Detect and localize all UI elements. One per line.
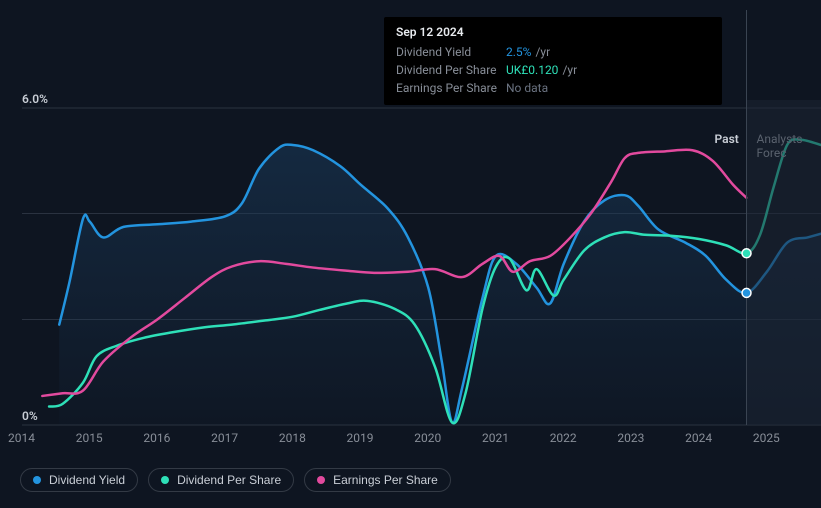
tooltip-row-label: Dividend Per Share <box>396 63 506 77</box>
tooltip-row-label: Earnings Per Share <box>396 81 506 95</box>
past-label: Past <box>715 132 739 146</box>
tooltip-row-value: 2.5% <box>506 45 531 59</box>
x-axis-label: 2019 <box>347 431 374 445</box>
legend-item-label: Dividend Per Share <box>177 473 281 487</box>
tooltip-row: Dividend Yield2.5% /yr <box>396 43 710 61</box>
legend-item-label: Dividend Yield <box>49 473 125 487</box>
forecast-label: Analysts Forec <box>757 132 821 160</box>
tooltip-date: Sep 12 2024 <box>396 25 710 39</box>
x-axis-label: 2023 <box>617 431 644 445</box>
legend-item-label: Earnings Per Share <box>333 473 438 487</box>
tooltip-row: Earnings Per ShareNo data <box>396 79 710 97</box>
x-axis-label: 2018 <box>279 431 306 445</box>
legend-dot-icon <box>161 476 169 484</box>
tooltip-row-unit: /yr <box>562 63 577 77</box>
x-axis-label: 2015 <box>76 431 103 445</box>
x-axis-label: 2024 <box>685 431 712 445</box>
legend-item-earnings-per-share[interactable]: Earnings Per Share <box>304 468 451 492</box>
x-axis-label: 2016 <box>143 431 170 445</box>
tooltip-row-label: Dividend Yield <box>396 45 506 59</box>
legend-item-dividend-yield[interactable]: Dividend Yield <box>20 468 138 492</box>
x-axis-label: 2014 <box>8 431 35 445</box>
y-axis-label: 6.0% <box>22 92 48 106</box>
tooltip-row-unit: /yr <box>535 45 550 59</box>
x-axis-label: 2022 <box>550 431 577 445</box>
legend-dot-icon <box>33 476 41 484</box>
legend-dot-icon <box>317 476 325 484</box>
legend-item-dividend-per-share[interactable]: Dividend Per Share <box>148 468 294 492</box>
chart-tooltip: Sep 12 2024 Dividend Yield2.5%/yrDividen… <box>384 17 722 105</box>
x-axis-label: 2020 <box>414 431 441 445</box>
tooltip-row: Dividend Per ShareUK£0.120/yr <box>396 61 710 79</box>
y-axis-label: 0% <box>22 409 38 423</box>
x-axis-label: 2025 <box>753 431 780 445</box>
tooltip-row-value: No data <box>506 81 548 95</box>
chart-legend: Dividend Yield Dividend Per Share Earnings… <box>20 468 451 492</box>
x-axis-label: 2021 <box>482 431 509 445</box>
tooltip-row-value: UK£0.120 <box>506 63 558 77</box>
x-axis-label: 2017 <box>211 431 238 445</box>
